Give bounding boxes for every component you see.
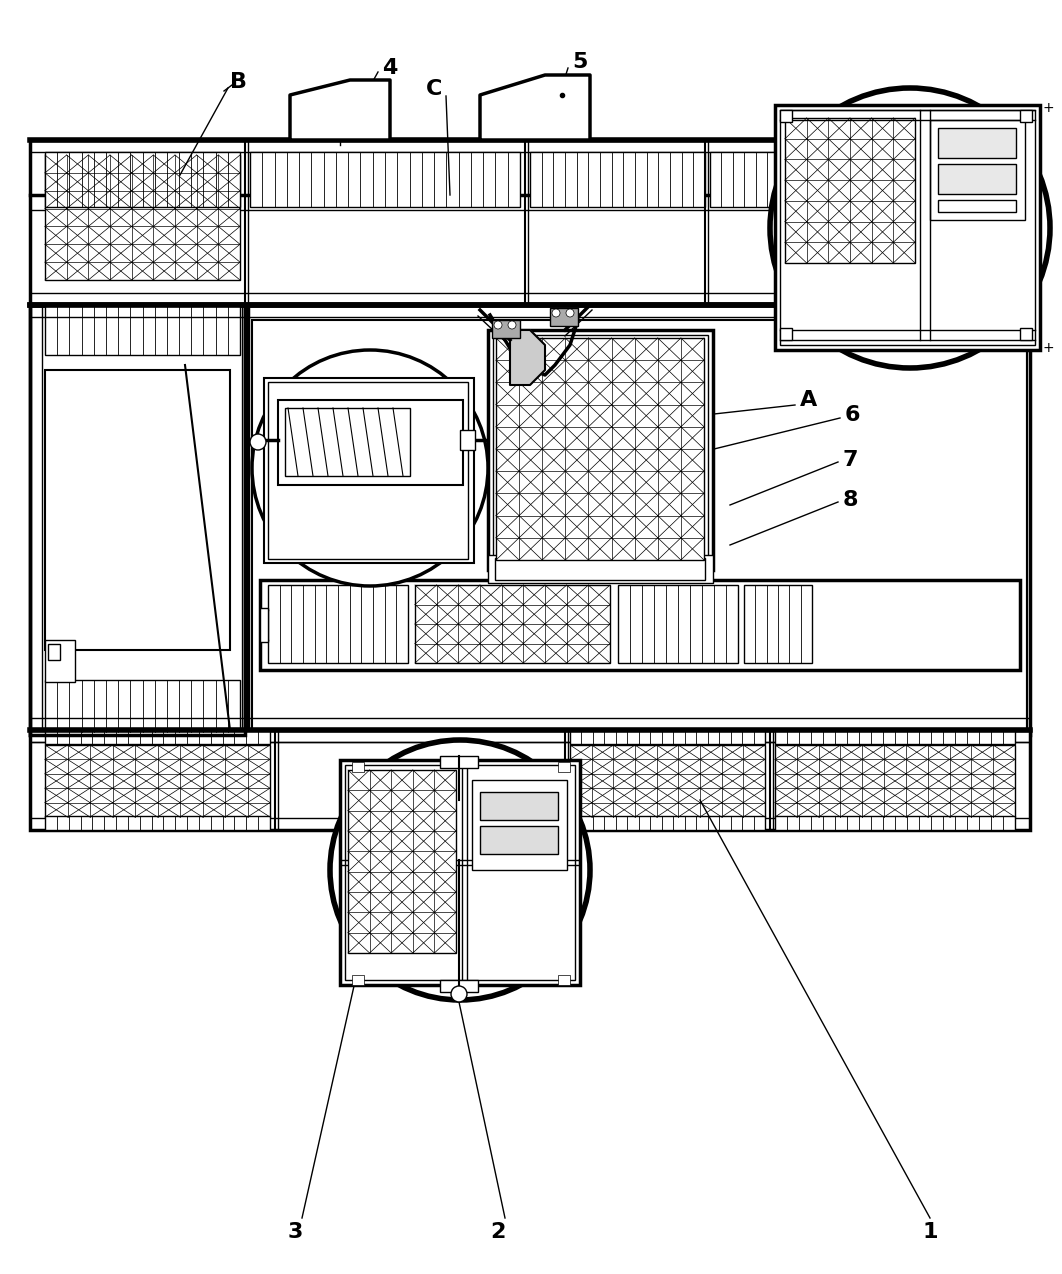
Bar	[352, 762, 364, 772]
Bar	[45, 745, 270, 817]
Bar	[618, 585, 738, 662]
Bar	[352, 975, 364, 985]
Bar	[45, 152, 240, 206]
Bar	[340, 761, 580, 985]
Text: C: C	[426, 79, 443, 99]
Bar	[45, 680, 240, 733]
Text: 3: 3	[288, 1222, 303, 1242]
Bar	[570, 745, 765, 817]
Polygon shape	[510, 330, 545, 385]
Circle shape	[566, 310, 573, 317]
Bar	[496, 338, 704, 561]
Bar	[440, 755, 478, 768]
Bar	[45, 730, 270, 744]
Bar	[1020, 110, 1032, 122]
Bar	[930, 120, 1025, 220]
Bar	[30, 140, 1030, 304]
Bar	[45, 817, 270, 829]
Bar	[45, 155, 240, 280]
Bar	[285, 408, 410, 476]
Bar	[48, 643, 59, 660]
Bar	[492, 320, 520, 338]
Bar	[30, 304, 245, 735]
Bar	[775, 745, 1015, 817]
Bar	[345, 764, 575, 980]
Bar	[938, 164, 1016, 194]
Text: 5: 5	[572, 52, 587, 73]
Bar	[460, 431, 475, 450]
Bar	[480, 826, 558, 854]
Bar	[472, 780, 567, 870]
Bar	[278, 400, 463, 485]
Circle shape	[330, 740, 590, 1000]
Text: 6: 6	[845, 405, 860, 426]
Polygon shape	[480, 75, 590, 140]
Bar	[785, 118, 915, 262]
Bar	[489, 330, 713, 569]
Text: 4: 4	[382, 59, 397, 78]
Bar	[268, 585, 408, 662]
Bar	[250, 152, 520, 206]
Bar	[530, 152, 705, 206]
Circle shape	[250, 434, 266, 450]
Text: 8: 8	[843, 490, 858, 510]
Text: 1: 1	[922, 1222, 938, 1242]
Bar	[480, 792, 558, 820]
Bar	[495, 558, 705, 580]
Circle shape	[552, 310, 560, 317]
Text: A: A	[800, 390, 818, 410]
Circle shape	[252, 350, 489, 586]
Bar	[938, 200, 1016, 211]
Bar	[558, 975, 570, 985]
Bar	[440, 980, 478, 992]
Bar	[45, 640, 75, 682]
Bar	[570, 730, 765, 744]
Text: B: B	[230, 73, 247, 92]
Text: +: +	[1042, 101, 1054, 115]
Bar	[558, 762, 570, 772]
Circle shape	[451, 986, 467, 1001]
Bar	[45, 369, 230, 650]
Bar	[570, 817, 765, 829]
Bar	[780, 110, 792, 122]
Bar	[30, 304, 245, 735]
Bar	[493, 335, 708, 564]
Bar	[252, 320, 1027, 735]
Polygon shape	[290, 80, 390, 140]
Bar	[744, 585, 812, 662]
Circle shape	[494, 321, 502, 329]
Bar	[775, 730, 1015, 744]
Bar	[45, 304, 240, 355]
Bar	[260, 608, 268, 642]
Bar	[348, 769, 456, 953]
Text: 2: 2	[491, 1222, 506, 1242]
Bar	[780, 327, 792, 340]
Bar	[268, 382, 468, 559]
Text: 7: 7	[843, 450, 858, 470]
Circle shape	[508, 321, 516, 329]
Bar	[415, 585, 610, 662]
Bar	[30, 730, 1030, 829]
Bar	[710, 152, 905, 206]
Bar	[938, 127, 1016, 158]
Bar	[1020, 327, 1032, 340]
Bar	[550, 308, 578, 326]
Bar	[249, 304, 1030, 735]
Bar	[260, 580, 1020, 670]
Circle shape	[770, 88, 1050, 368]
Text: +: +	[1042, 341, 1054, 355]
Bar	[775, 817, 1015, 829]
Bar	[264, 378, 474, 563]
Bar	[489, 555, 713, 583]
Bar	[775, 104, 1040, 350]
Bar	[780, 110, 1035, 345]
